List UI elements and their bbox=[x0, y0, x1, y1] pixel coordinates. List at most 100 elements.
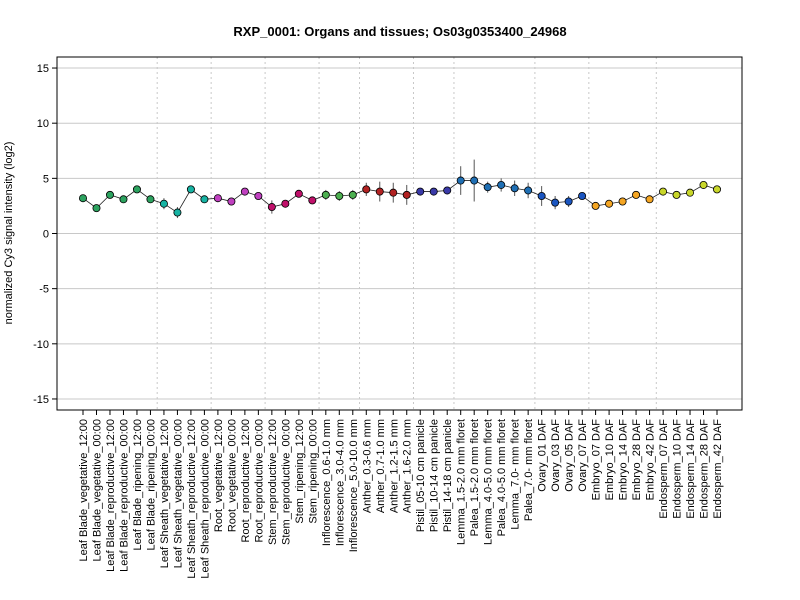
x-tick-label: Embryo_10 DAF bbox=[604, 419, 616, 501]
x-tick-label: Endosperm_42 DAF bbox=[712, 419, 724, 519]
series-line bbox=[82, 180, 718, 214]
x-tick-label: Palea_4.0-5.0 mm floret bbox=[496, 419, 508, 536]
data-point bbox=[79, 194, 88, 203]
data-point bbox=[389, 188, 398, 197]
x-tick-label: Inflorescence_5.0-10.0 mm bbox=[348, 419, 360, 552]
data-point bbox=[672, 190, 681, 199]
x-tick-label: Anther_1.6-2.0 mm bbox=[402, 419, 414, 513]
x-tick-label: Ovary_03 DAF bbox=[550, 419, 562, 492]
data-point bbox=[686, 188, 695, 197]
x-tick-label: Leaf Sheath_vegetative_00:00 bbox=[172, 419, 184, 568]
data-point bbox=[267, 203, 276, 212]
data-point bbox=[483, 183, 492, 192]
data-point bbox=[713, 185, 722, 194]
x-tick-label: Root_reproductive_00:00 bbox=[253, 419, 265, 543]
x-tick-label: Ovary_01 DAF bbox=[537, 419, 549, 492]
y-tick-label: 15 bbox=[37, 63, 49, 75]
x-tick-label: Leaf Blade_reproductive_12:00 bbox=[105, 419, 117, 572]
x-tick-label: Pistil_10-14 cm panicle bbox=[429, 419, 441, 532]
y-axis: -15 -10 -5 0 5 10 15 bbox=[33, 63, 57, 406]
data-point bbox=[308, 196, 317, 205]
x-tick-label: Leaf Sheath_vegetative_12:00 bbox=[159, 419, 171, 568]
y-tick-label: 10 bbox=[37, 118, 49, 130]
data-point bbox=[537, 191, 546, 200]
data-point bbox=[632, 190, 641, 199]
x-tick-label: Pistil_05-10 cm panicle bbox=[415, 419, 427, 532]
data-point bbox=[240, 187, 249, 196]
x-tick-label: Endosperm_14 DAF bbox=[685, 419, 697, 519]
x-tick-label: Lemma_4.0-5.0 mm floret bbox=[483, 419, 495, 545]
y-axis-label: normalized Cy3 signal intensity (log2) bbox=[3, 142, 15, 325]
y-tick-label: 0 bbox=[43, 229, 49, 241]
group-separators bbox=[156, 57, 657, 410]
data-point bbox=[375, 187, 384, 196]
x-tick-label: Leaf Blade_reproductive_00:00 bbox=[118, 419, 130, 572]
data-point bbox=[524, 186, 533, 195]
data-point bbox=[659, 187, 668, 196]
x-tick-label: Root_reproductive_12:00 bbox=[240, 419, 252, 543]
x-tick-label: Embryo_42 DAF bbox=[645, 419, 657, 501]
data-point bbox=[429, 187, 438, 196]
x-tick-label: Stem_reproductive_00:00 bbox=[280, 419, 292, 545]
data-point bbox=[699, 180, 708, 189]
y-tick-label: -15 bbox=[33, 394, 49, 406]
data-point bbox=[294, 189, 303, 198]
y-tick-label: -5 bbox=[39, 284, 49, 296]
data-point bbox=[200, 195, 209, 204]
data-point bbox=[362, 185, 371, 194]
x-tick-label: Embryo_14 DAF bbox=[618, 419, 630, 501]
x-tick-label: Lemma_1.5-2.0 mm floret bbox=[456, 419, 468, 545]
x-tick-label: Anther_0.3-0.6 mm bbox=[361, 419, 373, 513]
x-tick-label: Leaf Blade_ripening_00:00 bbox=[145, 419, 157, 551]
grid-lines bbox=[57, 67, 742, 400]
x-tick-label: Leaf Blade_vegetative_00:00 bbox=[91, 419, 103, 562]
data-point bbox=[159, 199, 168, 208]
data-point bbox=[551, 198, 560, 207]
data-point bbox=[119, 195, 128, 204]
data-point bbox=[105, 190, 114, 199]
x-tick-label: Endosperm_28 DAF bbox=[699, 419, 711, 519]
x-tick-label: Root_vegetative_00:00 bbox=[226, 419, 238, 532]
data-point bbox=[348, 190, 357, 199]
x-tick-label: Leaf Blade_vegetative_12:00 bbox=[78, 419, 90, 562]
data-point bbox=[213, 194, 222, 203]
x-tick-label: Leaf Sheath_reproductive_12:00 bbox=[186, 419, 198, 579]
data-point bbox=[146, 195, 155, 204]
data-point bbox=[443, 186, 452, 195]
data-point bbox=[321, 190, 330, 199]
x-tick-label: Palea_1.5-2.0 mm floret bbox=[469, 419, 481, 536]
y-tick-label: -10 bbox=[33, 339, 49, 351]
data-point bbox=[456, 176, 465, 185]
data-point bbox=[497, 180, 506, 189]
x-tick-label: Embryo_28 DAF bbox=[631, 419, 643, 501]
x-tick-label: Leaf Blade_ripening_12:00 bbox=[132, 419, 144, 551]
x-tick-label: Ovary_05 DAF bbox=[564, 419, 576, 492]
x-tick-label: Stem_reproductive_12:00 bbox=[267, 419, 279, 545]
x-tick-label: Inflorescence_0.6-1.0 mm bbox=[321, 419, 333, 546]
data-point bbox=[618, 197, 627, 206]
x-tick-label: Anther_0.7-1.0 mm bbox=[375, 419, 387, 513]
x-tick-label: Lemma_7.0- mm floret bbox=[510, 419, 522, 530]
x-tick-label: Stem_ripening_00:00 bbox=[307, 419, 319, 524]
x-tick-label: Endosperm_07 DAF bbox=[658, 419, 670, 519]
x-tick-label: Inflorescence_3.0-4.0 mm bbox=[334, 419, 346, 546]
x-tick-label: Pistil_14-18 cm panicle bbox=[442, 419, 454, 532]
y-tick-label: 5 bbox=[43, 173, 49, 185]
data-points bbox=[79, 176, 722, 217]
data-point bbox=[591, 201, 600, 210]
data-point bbox=[402, 190, 411, 199]
x-tick-label: Stem_ripening_12:00 bbox=[294, 419, 306, 524]
data-point bbox=[227, 197, 236, 206]
data-point bbox=[605, 199, 614, 208]
x-tick-label: Endosperm_10 DAF bbox=[672, 419, 684, 519]
x-axis: Leaf Blade_vegetative_12:00 Leaf Blade_ve… bbox=[78, 410, 724, 579]
data-point bbox=[564, 197, 573, 206]
data-point bbox=[645, 195, 654, 204]
x-tick-label: Ovary_07 DAF bbox=[577, 419, 589, 492]
data-point bbox=[510, 184, 519, 193]
data-point bbox=[470, 176, 479, 185]
x-tick-label: Anther_1.2-1.5 mm bbox=[388, 419, 400, 513]
x-tick-label: Leaf Sheath_reproductive_00:00 bbox=[199, 419, 211, 579]
x-tick-label: Embryo_07 DAF bbox=[591, 419, 603, 501]
